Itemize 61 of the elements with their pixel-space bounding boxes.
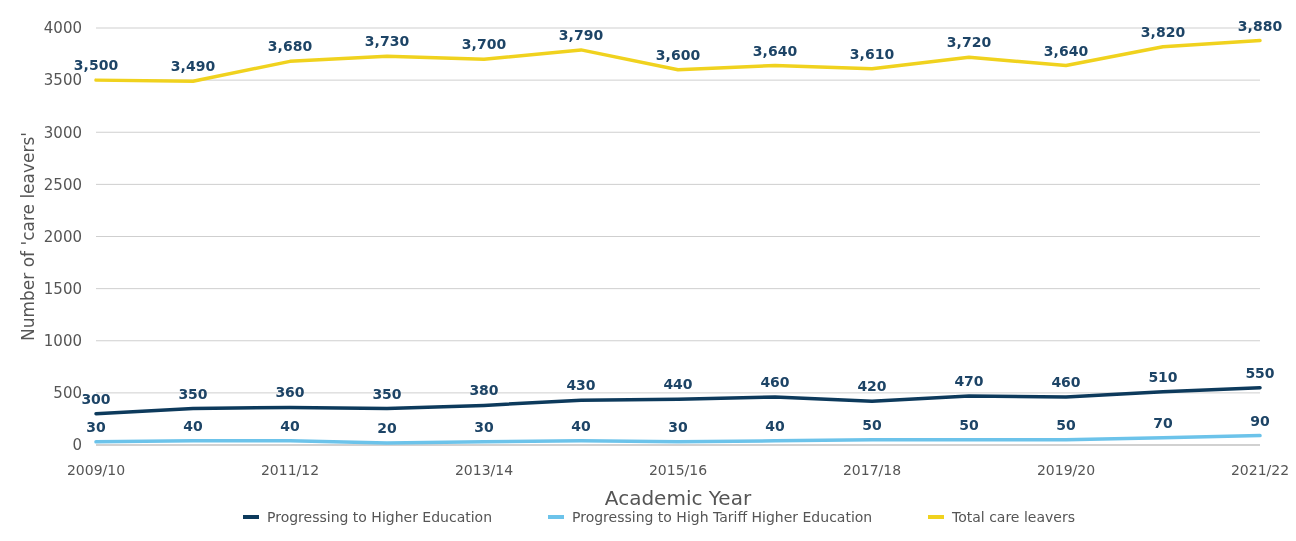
data-label: 40 (280, 417, 300, 434)
data-label: 460 (1051, 374, 1081, 391)
x-tick-label: 2009/10 (66, 462, 126, 478)
y-tick-label: 500 (53, 384, 82, 403)
y-tick-label: 3000 (43, 123, 82, 142)
data-label: 50 (959, 416, 979, 433)
data-label: 3,680 (267, 38, 313, 55)
x-tick-label: 2019/20 (1036, 462, 1096, 478)
legend-label: Progressing to Higher Education (267, 508, 493, 525)
x-tick-label: 2013/14 (454, 462, 514, 478)
data-label: 550 (1245, 364, 1275, 381)
data-label: 30 (668, 418, 688, 435)
y-tick-label: 2500 (43, 175, 82, 194)
x-tick-label: 2015/16 (648, 462, 708, 478)
data-label: 3,700 (461, 36, 507, 53)
data-label: 420 (857, 378, 887, 395)
data-label: 460 (760, 374, 790, 391)
data-label: 50 (862, 416, 882, 433)
y-tick-label: 0 (72, 436, 82, 455)
data-label: 470 (954, 373, 984, 389)
data-label: 360 (275, 384, 305, 401)
x-axis-title: Academic Year (604, 486, 752, 510)
y-tick-label: 2000 (43, 227, 82, 246)
data-label: 440 (663, 376, 693, 393)
data-label: 3,610 (849, 45, 895, 62)
data-label: 30 (86, 418, 106, 435)
data-label: 40 (571, 417, 591, 434)
data-label: 3,720 (946, 34, 992, 51)
y-tick-label: 1000 (43, 332, 82, 350)
data-label: 3,490 (170, 58, 216, 75)
data-label: 3,820 (1140, 23, 1186, 40)
data-label: 510 (1148, 368, 1178, 385)
legend-label: Progressing to High Tariff Higher Education (572, 508, 873, 525)
data-label: 40 (765, 417, 785, 434)
y-tick-label: 4000 (43, 19, 82, 38)
data-label: 380 (469, 382, 499, 399)
data-label: 300 (81, 390, 111, 407)
data-label: 20 (377, 419, 397, 436)
x-tick-label: 2017/18 (842, 462, 902, 478)
data-label: 3,730 (364, 33, 410, 50)
line-series (94, 433, 1262, 445)
data-label: 40 (183, 417, 203, 434)
legend-label: Total care leavers (951, 508, 1075, 525)
data-label: 3,790 (558, 26, 604, 43)
x-tick-label: 2011/12 (260, 462, 320, 478)
x-tick-label: 2021/22 (1230, 462, 1290, 478)
data-label: 3,500 (73, 57, 119, 74)
data-label: 3,880 (1237, 17, 1283, 34)
data-label: 350 (178, 385, 208, 402)
data-label: 350 (372, 385, 402, 402)
data-label: 430 (566, 377, 596, 394)
data-label: 30 (474, 418, 494, 435)
data-label: 90 (1250, 412, 1270, 429)
data-label: 70 (1153, 414, 1173, 431)
data-label: 50 (1056, 416, 1076, 433)
y-axis-title: Number of 'care leavers' (18, 131, 38, 342)
data-label: 3,600 (655, 46, 701, 63)
y-tick-label: 3500 (43, 71, 82, 90)
data-label: 3,640 (752, 42, 798, 59)
data-label: 3,640 (1043, 42, 1089, 59)
y-tick-label: 1500 (43, 279, 82, 298)
